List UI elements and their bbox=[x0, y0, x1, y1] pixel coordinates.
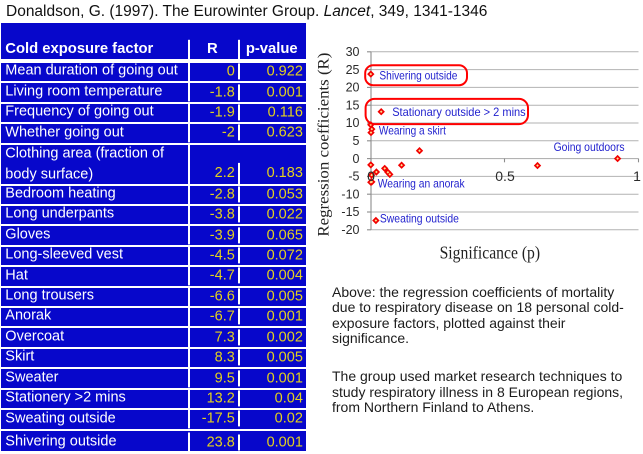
svg-text:15: 15 bbox=[346, 98, 360, 112]
svg-text:Sweating outside: Sweating outside bbox=[380, 212, 459, 226]
svg-text:-20: -20 bbox=[341, 223, 359, 237]
svg-text:Stationary outside > 2 mins: Stationary outside > 2 mins bbox=[392, 105, 526, 119]
svg-text:Wearing a skirt: Wearing a skirt bbox=[379, 124, 447, 138]
svg-text:Shivering outside: Shivering outside bbox=[379, 69, 457, 83]
svg-text:Going outdoors: Going outdoors bbox=[554, 140, 625, 154]
svg-text:25: 25 bbox=[346, 63, 360, 77]
svg-text:5: 5 bbox=[353, 134, 360, 148]
svg-text:0: 0 bbox=[367, 168, 375, 184]
svg-text:20: 20 bbox=[346, 81, 360, 95]
svg-text:0.5: 0.5 bbox=[495, 168, 515, 184]
svg-text:Significance (p): Significance (p) bbox=[440, 243, 541, 263]
svg-text:10: 10 bbox=[346, 116, 360, 130]
svg-text:Wearing an anorak: Wearing an anorak bbox=[378, 177, 466, 191]
svg-text:-15: -15 bbox=[341, 205, 359, 219]
svg-text:1: 1 bbox=[633, 168, 641, 184]
svg-text:30: 30 bbox=[346, 45, 360, 59]
svg-text:-5: -5 bbox=[348, 170, 359, 184]
svg-text:0: 0 bbox=[353, 152, 360, 166]
svg-text:-10: -10 bbox=[341, 187, 359, 201]
svg-text:Regression coefficients (R): Regression coefficients (R) bbox=[316, 53, 333, 237]
